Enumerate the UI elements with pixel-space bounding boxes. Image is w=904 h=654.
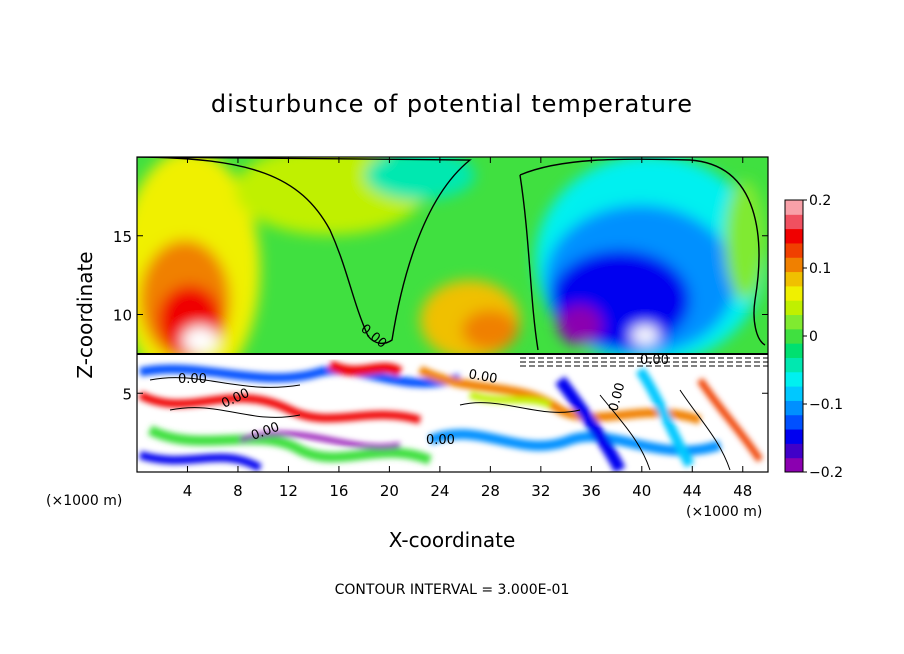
- y-tick-label: 5: [122, 385, 132, 403]
- colorbar-swatch: [785, 228, 803, 244]
- x-tick-label: 24: [430, 482, 449, 500]
- contour-label: 0.00: [606, 381, 628, 413]
- x-tick-label: 32: [531, 482, 550, 500]
- colorbar-swatch: [785, 343, 803, 358]
- colorbar-tick-label: −0.2: [809, 465, 843, 481]
- contour-label: 0.00: [467, 367, 498, 387]
- colorbar-swatch: [785, 429, 803, 444]
- y-axis-label: Z-coordinate: [73, 251, 97, 378]
- contour-labels: 0.00 0.00 0.00 0.00 0.00 0.00 0.00 0.00: [178, 322, 669, 448]
- contour-label: 0.00: [178, 372, 207, 387]
- colorbar-swatch: [785, 414, 803, 430]
- colorbar-swatch: [785, 271, 803, 287]
- colorbar-swatch: [785, 443, 803, 459]
- x-tick-label: 48: [733, 482, 752, 500]
- colorbar-swatch: [785, 386, 803, 401]
- x-unit-label-left: (×1000 m): [46, 493, 122, 509]
- x-tick-label: 16: [329, 482, 348, 500]
- y-axis: 5 10 15: [113, 228, 768, 403]
- x-tick-label: 20: [380, 482, 399, 500]
- contour-label: 0.00: [426, 433, 455, 448]
- colorbar-swatch: [785, 257, 803, 273]
- colorbar-tick-label: −0.1: [809, 397, 843, 413]
- contour-interval-note: CONTOUR INTERVAL = 3.000E-01: [335, 582, 570, 598]
- x-tick-label: 12: [279, 482, 298, 500]
- lower-field: [137, 355, 768, 472]
- colorbar-swatch: [785, 300, 803, 316]
- x-tick-label: 40: [632, 482, 651, 500]
- colorbar: 0.2 0.1 0 −0.1 −0.2: [784, 193, 843, 481]
- x-tick-label: 8: [233, 482, 243, 500]
- colorbar-swatch: [785, 200, 803, 215]
- x-tick-label: 4: [183, 482, 193, 500]
- colorbar-swatch: [785, 242, 803, 258]
- colorbar-swatch: [785, 400, 803, 416]
- y-tick-label: 15: [113, 228, 132, 246]
- colorbar-swatch: [785, 285, 803, 301]
- x-tick-label: 36: [582, 482, 601, 500]
- contour-label: 0.00: [640, 353, 669, 368]
- colorbar-swatch: [785, 357, 803, 373]
- colorbar-swatch: [785, 214, 803, 230]
- colorbar-tick-label: 0.2: [809, 193, 831, 209]
- x-unit-label-right: (×1000 m): [686, 504, 762, 520]
- x-axis: 4 8 12 16 20 24 28 32 36 40 44 48: [183, 157, 752, 500]
- x-tick-label: 28: [481, 482, 500, 500]
- colorbar-swatch: [785, 328, 803, 344]
- colorbar-swatch: [785, 371, 803, 387]
- chart-title: disturbunce of potential temperature: [211, 90, 693, 118]
- colorbar-swatch: [785, 314, 803, 330]
- colorbar-tick-label: 0.1: [809, 261, 831, 277]
- x-axis-label: X-coordinate: [389, 528, 516, 552]
- upper-field: [137, 157, 768, 353]
- colorbar-swatch: [785, 457, 803, 473]
- x-tick-label: 44: [683, 482, 702, 500]
- y-tick-label: 10: [113, 307, 132, 325]
- colorbar-tick-label: 0: [809, 329, 818, 345]
